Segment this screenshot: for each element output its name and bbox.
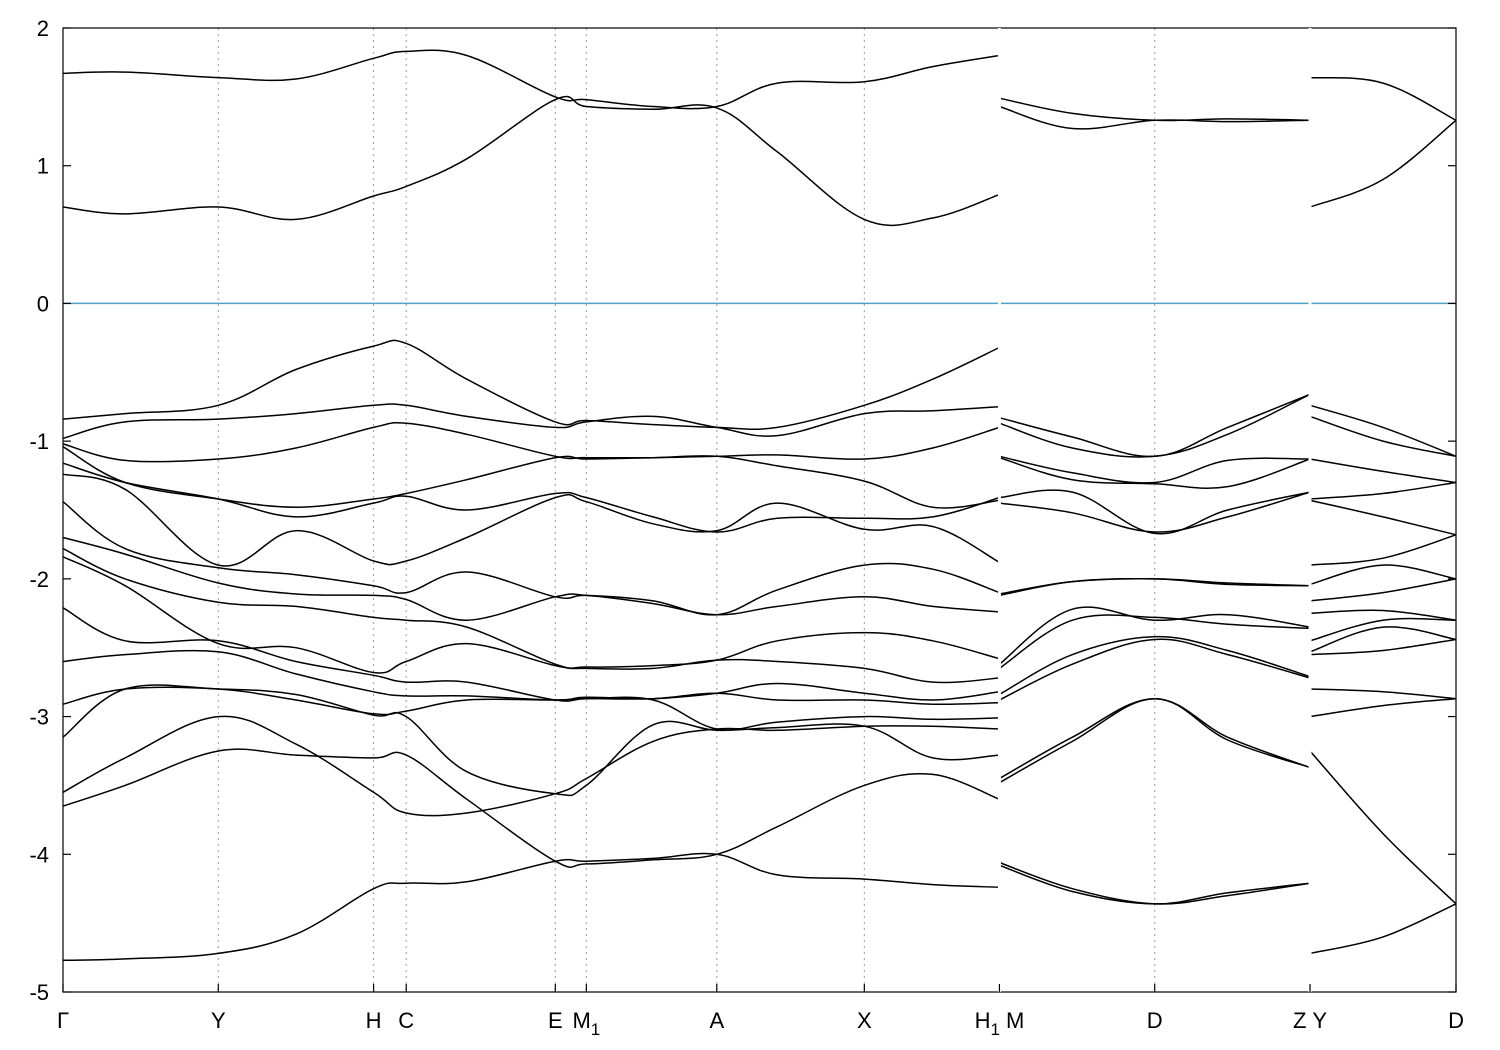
x-tick-label: A <box>709 1008 724 1033</box>
band-line <box>999 491 1311 533</box>
band-line <box>1309 481 1457 500</box>
y-tick-label: -4 <box>29 842 49 867</box>
band-line <box>1309 404 1457 457</box>
x-tick-label: D <box>1147 1008 1163 1033</box>
band-line <box>62 339 1000 430</box>
x-tick-label: E <box>548 1008 563 1033</box>
band-line <box>62 547 1000 669</box>
band-line <box>999 393 1311 458</box>
y-tick-label: 0 <box>37 291 49 316</box>
plot-frame <box>62 27 1457 993</box>
band-line <box>1309 534 1457 566</box>
x-tick-label: Y <box>211 1008 226 1033</box>
band-line <box>999 638 1311 701</box>
band-line <box>62 686 1000 731</box>
band-line <box>999 455 1311 484</box>
x-tick-label: M1 <box>572 1008 600 1039</box>
band-line <box>1309 119 1457 208</box>
band-line <box>999 697 1311 784</box>
band-line <box>1309 626 1457 653</box>
y-axis: 2 1 0 -1 -2 -3 -4 -5 <box>29 16 1456 1005</box>
band-line <box>62 49 1000 110</box>
band-line <box>62 473 1000 567</box>
band-line <box>1309 458 1457 484</box>
band-line <box>1309 609 1457 621</box>
path-break-lines <box>997 28 1312 992</box>
band-line <box>1309 617 1457 642</box>
x-tick-label: H1 M <box>975 1008 1025 1039</box>
band-line <box>1309 750 1457 905</box>
band-line <box>999 105 1311 130</box>
band-line <box>999 864 1311 905</box>
band-line <box>62 95 1000 227</box>
y-tick-label: -2 <box>29 567 49 592</box>
x-tick-label: Γ <box>57 1008 69 1033</box>
band-line <box>62 684 1000 797</box>
x-tick-label: X <box>857 1008 872 1033</box>
band-line <box>1309 415 1457 458</box>
band-line <box>999 635 1311 696</box>
band-line <box>62 852 1000 962</box>
band-line <box>1309 564 1457 586</box>
band-line <box>1309 638 1457 656</box>
band-line <box>999 489 1311 535</box>
band-line <box>1309 499 1457 536</box>
band-line <box>1309 697 1457 718</box>
band-line <box>62 715 1000 817</box>
band-line <box>1309 578 1457 602</box>
band-line <box>62 556 1000 684</box>
kpoint-gridlines <box>217 28 1156 992</box>
y-tick-label: -5 <box>29 980 49 1005</box>
x-axis: Γ Y H C E M1 A X H1 M D Z Y D <box>57 984 1464 1039</box>
y-tick-label: -3 <box>29 705 49 730</box>
y-tick-label: 2 <box>37 16 49 41</box>
band-line <box>62 748 1000 868</box>
x-tick-label: D <box>1448 1008 1464 1033</box>
band-line <box>1309 76 1457 121</box>
band-lines <box>62 49 1457 962</box>
band-line <box>998 606 1311 665</box>
band-line <box>999 577 1311 595</box>
band-line <box>62 446 1000 509</box>
y-tick-label: 1 <box>37 154 49 179</box>
band-line <box>998 614 1311 670</box>
band-line <box>62 462 1000 533</box>
band-line <box>62 421 1000 463</box>
band-line <box>999 456 1311 489</box>
x-tick-label: H <box>366 1008 382 1033</box>
x-tick-label: C <box>398 1008 414 1033</box>
band-line <box>62 536 1000 621</box>
band-line <box>1309 688 1457 700</box>
y-tick-label: -1 <box>29 429 49 454</box>
band-line <box>62 403 1000 440</box>
band-line <box>1309 903 1457 955</box>
